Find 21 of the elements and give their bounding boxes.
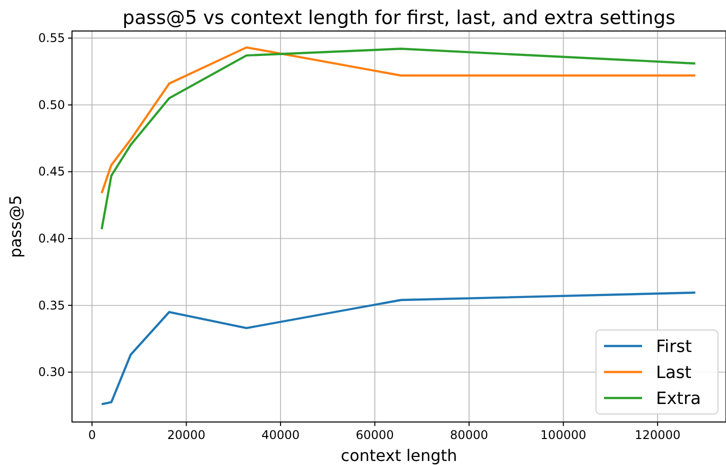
x-axis-title: context length: [340, 446, 458, 465]
x-tick-label: 80000: [450, 428, 488, 442]
x-tick-label: 60000: [356, 428, 394, 442]
legend-label: Last: [656, 363, 692, 383]
x-tick-label: 20000: [167, 428, 206, 442]
y-tick-label: 0.55: [38, 31, 65, 46]
x-tick-label: 120000: [634, 428, 681, 442]
line-series: [100, 48, 696, 230]
chart-title: pass@5 vs context length for first, last, and extra settings: [122, 7, 676, 29]
x-tick-label: 100000: [540, 428, 586, 442]
x-tick-label: 40000: [261, 428, 300, 442]
y-axis-title: pass@5: [6, 195, 25, 258]
legend-label: First: [656, 337, 692, 357]
y-tick-label: 0.50: [38, 98, 65, 112]
y-tick-label: 0.35: [38, 298, 65, 312]
x-tick-label: 0: [88, 428, 96, 442]
line-series: [100, 46, 696, 194]
y-tick-label: 0.30: [38, 365, 65, 380]
y-tick-label: 0.45: [38, 164, 65, 179]
y-tick-label: 0.40: [38, 232, 65, 246]
legend-label: Extra: [656, 389, 701, 409]
